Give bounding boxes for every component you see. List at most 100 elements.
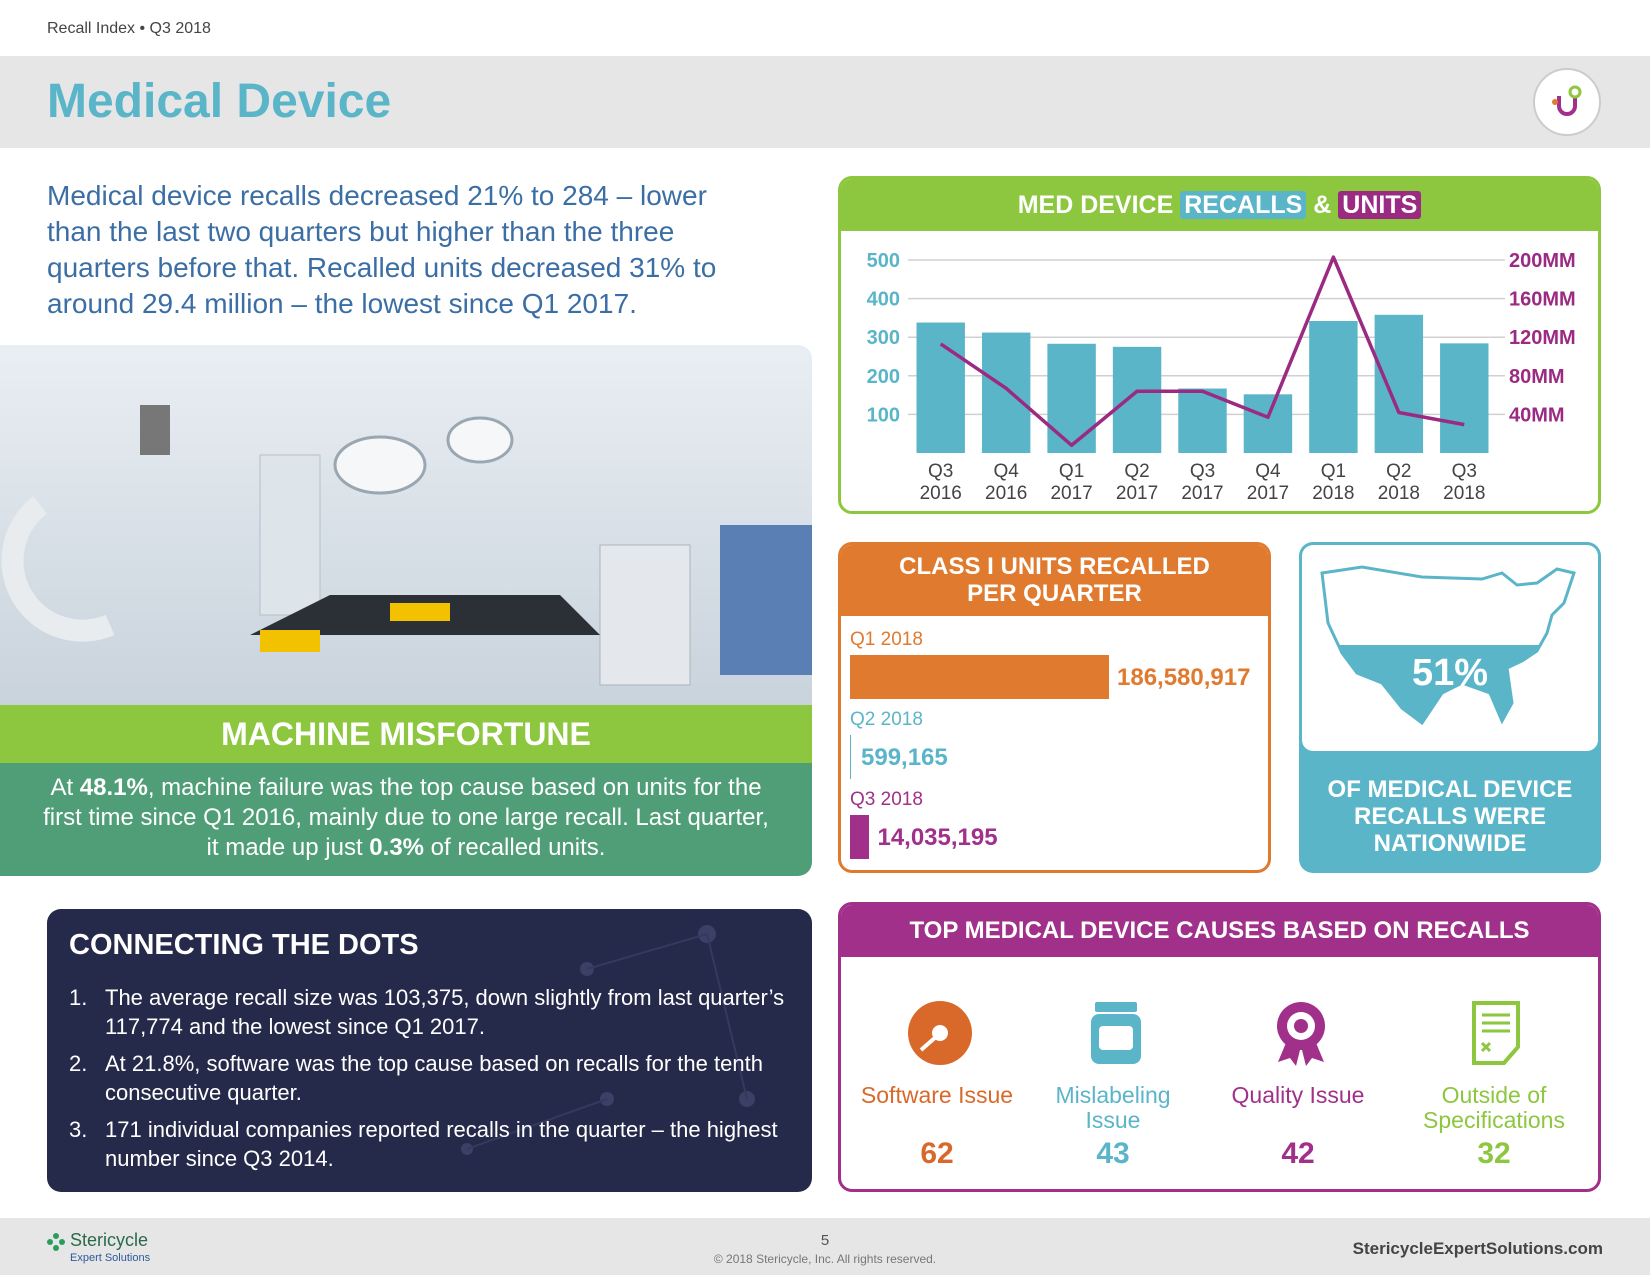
mislabeling-icon: [1091, 1002, 1141, 1064]
sub-brand: Expert Solutions: [70, 1252, 151, 1264]
list-item: 1. The average recall size was 103,375, d…: [69, 983, 789, 1041]
bar: [1440, 343, 1489, 453]
bar: [1112, 346, 1162, 453]
bar: [850, 815, 870, 859]
dots-list: 1. The average recall size was 103,375, d…: [69, 983, 789, 1181]
cause-count: 62: [920, 1137, 954, 1170]
us-map: [1302, 545, 1598, 751]
y-tick-label: 100: [867, 404, 900, 426]
list-item: 2. At 21.8%, software was the top cause b…: [69, 1049, 789, 1107]
causes-title: TOP MEDICAL DEVICE CAUSES BASED ON RECAL…: [841, 905, 1598, 957]
class1-box: CLASS I UNITS RECALLED PER QUARTER Q1 20…: [838, 542, 1271, 873]
dots-box: CONNECTING THE DOTS 1. The average recall…: [47, 909, 812, 1192]
feature-body: At 48.1%, machine failure was the top ca…: [40, 773, 772, 863]
cause-count: 43: [1096, 1137, 1130, 1170]
nationwide-value: 51%: [1411, 652, 1489, 694]
page-number: 5: [820, 1232, 830, 1249]
x-tick-label: Q2 2018: [1377, 461, 1420, 504]
y2-tick-label: 160MM: [1509, 289, 1576, 311]
page-title: Medical Device: [47, 75, 392, 128]
x-tick-label: Q4 2016: [985, 461, 1028, 504]
category-label: Q2 2018: [850, 709, 923, 730]
item-text: 171 individual companies reported recall…: [105, 1117, 778, 1171]
highlight: 48.1%: [79, 774, 148, 801]
y-tick-label: 500: [867, 250, 900, 272]
x-tick-label: Q4 2017: [1246, 461, 1290, 504]
logo-icon: [1533, 68, 1601, 136]
brand: Stericycle: [70, 1230, 149, 1250]
list-item: 3. 171 individual companies reported reca…: [69, 1115, 789, 1173]
operating-room-photo: [0, 345, 812, 705]
bar: [916, 322, 965, 453]
causes-box: TOP MEDICAL DEVICE CAUSES BASED ON RECAL…: [838, 902, 1601, 1192]
category-label: Q3 2018: [850, 789, 923, 810]
cause-label: Quality Issue: [1231, 1082, 1365, 1108]
text: , machine failure was the top cause base…: [43, 774, 769, 861]
x-tick-label: Q1 2017: [1050, 461, 1093, 504]
bar: [1309, 320, 1358, 453]
breadcrumb: Recall Index • Q3 2018: [47, 20, 211, 37]
item-text: At 21.8%, software was the top cause bas…: [105, 1051, 763, 1105]
intro-text: Medical device recalls decreased 21% to …: [47, 180, 717, 319]
specifications-icon: [1472, 1001, 1520, 1065]
y-tick-label: 200: [867, 366, 900, 388]
text: of recalled units.: [424, 834, 606, 861]
dots-pattern: [461, 925, 755, 1155]
value-label: 599,165: [861, 744, 948, 771]
legend-connector: &: [1313, 191, 1332, 219]
chart-title: MED DEVICE: [1017, 191, 1174, 219]
bar: [1047, 343, 1096, 453]
feature-title: MACHINE MISFORTUNE: [221, 716, 591, 752]
header-band: Medical Device: [0, 56, 1650, 148]
bar: [850, 735, 851, 779]
x-tick-label: Q1 2018: [1312, 461, 1355, 504]
x-tick-label: Q2 2017: [1115, 461, 1159, 504]
x-tick-label: Q3 2018: [1443, 461, 1486, 504]
y2-tick-label: 40MM: [1509, 404, 1565, 426]
bar: [1243, 394, 1293, 453]
bar: [1374, 314, 1424, 453]
y2-tick-label: 120MM: [1509, 327, 1576, 349]
cause-count: 42: [1281, 1137, 1315, 1170]
chart-box: MED DEVICE RECALLS & UNITS 100 200 300 400 5…: [838, 176, 1601, 514]
cause-label: Outside of Specifications: [1423, 1082, 1565, 1133]
value-label: 186,580,917: [1117, 664, 1251, 691]
value-label: 14,035,195: [877, 824, 998, 851]
item-number: 2.: [69, 1051, 88, 1076]
item-text: The average recall size was 103,375, dow…: [105, 985, 785, 1039]
x-tick-label: Q3 2016: [919, 461, 962, 504]
quality-icon: [1277, 1002, 1325, 1066]
cause-count: 32: [1477, 1137, 1511, 1170]
footer: Stericycle Expert Solutions 5 © 2018 Ste…: [0, 1218, 1650, 1275]
y2-tick-label: 200MM: [1509, 250, 1576, 272]
y2-tick-label: 80MM: [1509, 366, 1565, 388]
cause-label: Mislabeling Issue: [1055, 1082, 1171, 1133]
copyright: © 2018 Stericycle, Inc. All rights reser…: [713, 1252, 937, 1266]
legend-entry: UNITS: [1338, 191, 1422, 219]
item-number: 1.: [69, 985, 88, 1010]
footer-url: StericycleExpertSolutions.com: [1352, 1239, 1603, 1258]
text: At: [50, 774, 80, 801]
nationwide-box: 51% OF MEDICAL DEVICE RECALLS WERE NATIO…: [1299, 542, 1601, 873]
y-tick-label: 400: [867, 289, 900, 311]
feature-band: MACHINE MISFORTUNE: [0, 705, 812, 763]
x-tick-label: Q3 2017: [1181, 461, 1224, 504]
brand-icon: [47, 1233, 65, 1251]
bar: [850, 655, 1109, 699]
nationwide-caption: OF MEDICAL DEVICE RECALLS WERE NATIONWID…: [1327, 776, 1573, 857]
legend-entry: RECALLS: [1180, 191, 1307, 219]
feature-box: At 48.1%, machine failure was the top ca…: [0, 763, 812, 876]
chart-header: MED DEVICE RECALLS & UNITS: [841, 179, 1598, 231]
software-icon: [908, 1001, 972, 1065]
item-number: 3.: [69, 1117, 88, 1142]
highlight: 0.3%: [369, 834, 424, 861]
units-line: [939, 255, 1465, 448]
chart: 100 200 300 400 500 40MM 80MM 120MM 160MM 200MM: [867, 250, 1576, 453]
dots-title: CONNECTING THE DOTS: [69, 929, 419, 961]
bar: [981, 332, 1031, 453]
category-label: Q1 2018: [850, 629, 923, 650]
cause-label: Software Issue: [860, 1082, 1014, 1108]
class1-title: CLASS I UNITS RECALLED PER QUARTER: [841, 545, 1268, 616]
y-tick-label: 300: [867, 327, 900, 349]
